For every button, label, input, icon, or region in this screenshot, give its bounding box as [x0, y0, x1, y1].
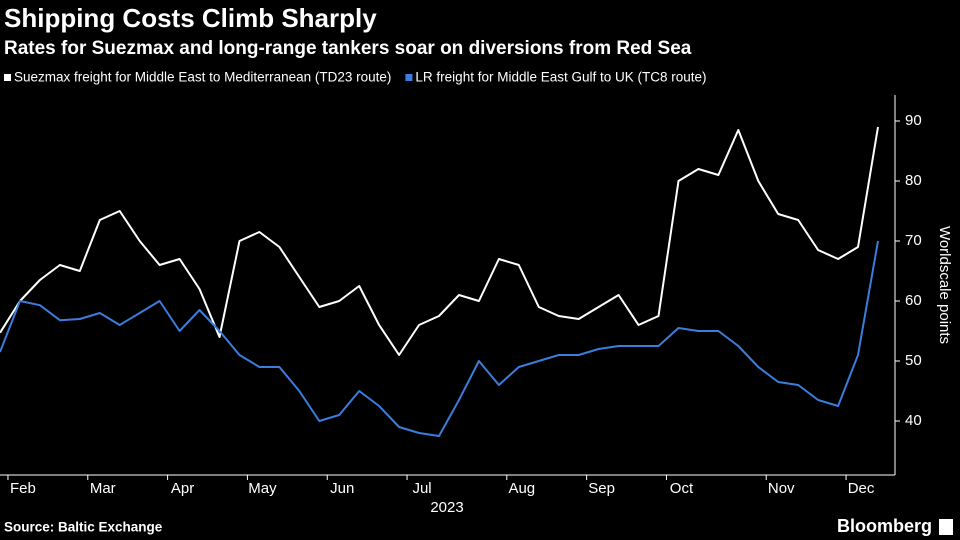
legend-label: LR freight for Middle East Gulf to UK (T… [415, 70, 706, 85]
x-tick-label: Apr [171, 480, 194, 497]
y-tick-label: 60 [905, 292, 922, 309]
y-tick-label: 80 [905, 172, 922, 189]
x-tick-label: Jul [412, 480, 431, 497]
brand-icon [939, 519, 953, 535]
chart-title: Shipping Costs Climb Sharply [4, 3, 377, 33]
source: Source: Baltic Exchange [4, 520, 163, 535]
x-tick-label: Mar [90, 480, 116, 497]
x-tick-label: Dec [848, 480, 875, 497]
brand: Bloomberg [837, 516, 932, 536]
y-tick-label: 40 [905, 412, 922, 429]
legend-swatch [405, 74, 413, 81]
series-line [0, 126, 879, 356]
legend-label: Suezmax freight for Middle East to Medit… [14, 70, 391, 85]
legend-swatch [4, 74, 11, 81]
y-axis-label: Worldscale points [936, 226, 953, 344]
y-tick-label: 90 [905, 112, 922, 129]
series-line [0, 240, 879, 437]
x-tick-label: Nov [768, 480, 795, 497]
x-tick-label: Aug [508, 480, 535, 497]
x-tick-label: May [248, 480, 277, 497]
chart-subtitle: Rates for Suezmax and long-range tankers… [4, 38, 692, 59]
x-tick-label: Oct [670, 480, 694, 497]
x-tick-label: Feb [10, 480, 36, 497]
x-tick-label: Jun [330, 480, 354, 497]
y-tick-label: 70 [905, 232, 922, 249]
y-tick-label: 50 [905, 352, 922, 369]
x-axis-year: 2023 [430, 499, 463, 516]
x-tick-label: Sep [588, 480, 615, 497]
